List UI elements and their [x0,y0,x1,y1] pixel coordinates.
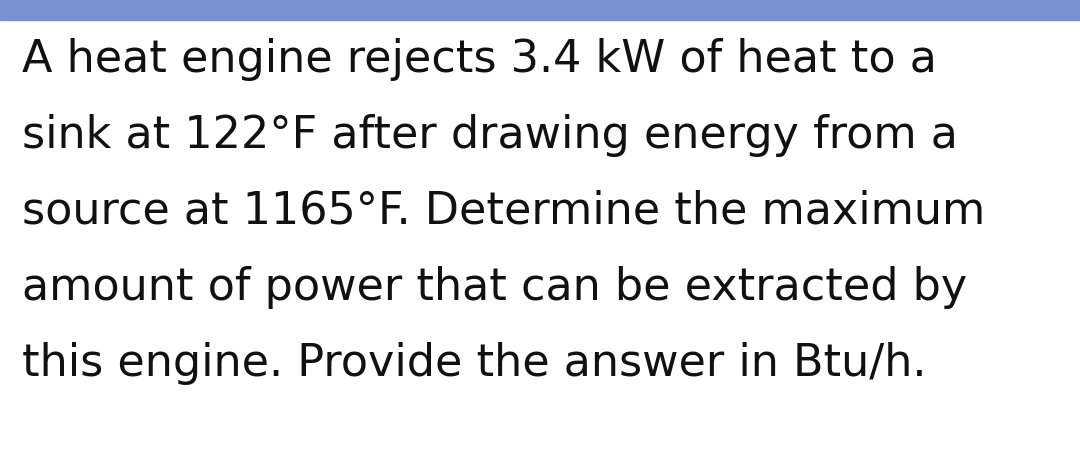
Text: this engine. Provide the answer in Btu/h.: this engine. Provide the answer in Btu/h… [22,342,927,385]
Text: A heat engine rejects 3.4 kW of heat to a: A heat engine rejects 3.4 kW of heat to … [22,38,936,81]
Text: sink at 122°F after drawing energy from a: sink at 122°F after drawing energy from … [22,114,958,157]
Text: source at 1165°F. Determine the maximum: source at 1165°F. Determine the maximum [22,190,985,233]
Text: amount of power that can be extracted by: amount of power that can be extracted by [22,266,968,309]
Bar [0,0,1080,20]
